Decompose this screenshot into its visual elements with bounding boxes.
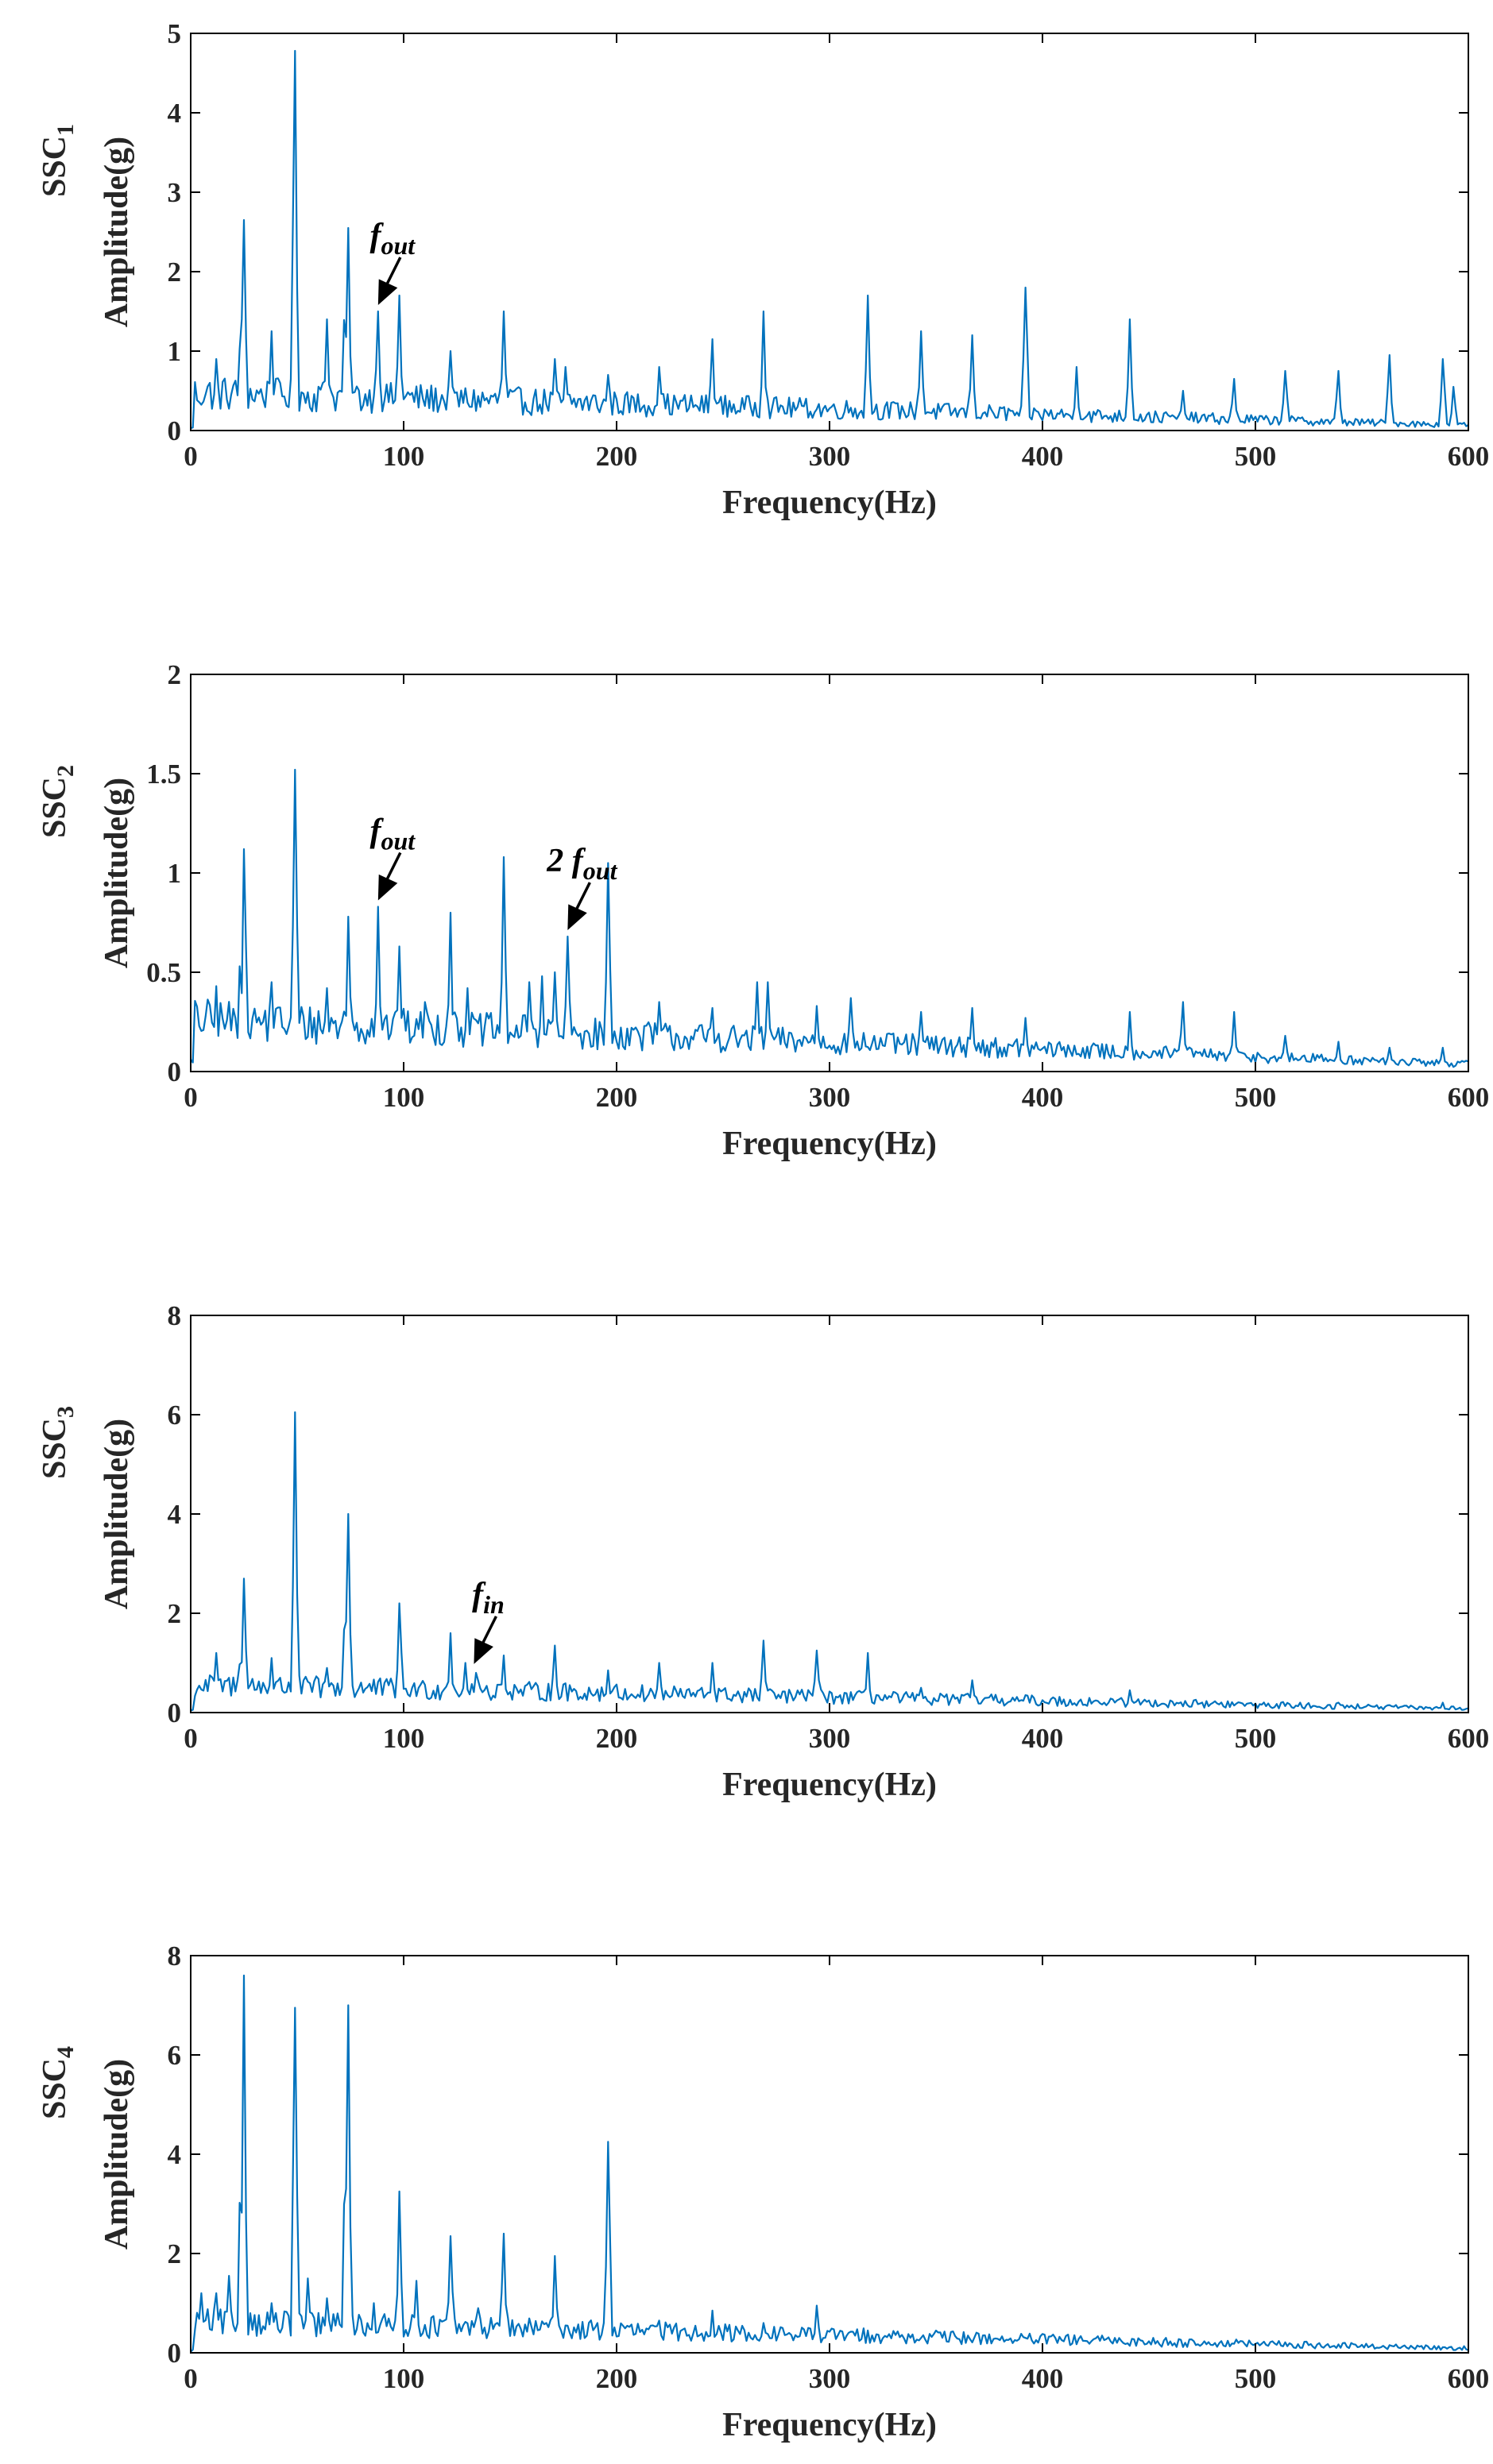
- y-axis-prefix: SSC2: [37, 765, 79, 838]
- x-tick-label: 400: [1022, 1082, 1064, 1113]
- y-axis-label: Amplitude(g): [99, 1419, 135, 1609]
- annotation-arrowhead: [474, 1638, 493, 1664]
- x-axis-label: Frequency(Hz): [722, 2407, 937, 2443]
- y-tick-label: 2: [168, 2238, 182, 2269]
- x-tick-label: 500: [1235, 1723, 1277, 1754]
- x-axis-label: Frequency(Hz): [722, 485, 937, 521]
- x-tick-label: 100: [383, 1723, 425, 1754]
- y-tick-label: 1: [168, 336, 182, 367]
- subplot-1: 0 100 200 300 400 500 600 0 1 2 3 4 5 Frequency(Hz) Am…: [37, 18, 1489, 521]
- x-tick-label: 0: [184, 441, 198, 472]
- x-tick-label: 100: [383, 441, 425, 472]
- y-tick-label: 4: [168, 98, 182, 129]
- subplot-2: 0 100 200 300 400 500 600 0 0.5 1 1.5 2 Frequency(Hz…: [37, 659, 1489, 1162]
- annotation-label: fin: [472, 1577, 505, 1619]
- y-tick-label: 0.5: [146, 957, 181, 988]
- x-tick-label: 100: [383, 2363, 425, 2394]
- x-tick-label: 400: [1022, 1723, 1064, 1754]
- y-tick-label: 2: [168, 257, 182, 288]
- annotation-arrowhead: [377, 874, 398, 901]
- y-tick-label: 3: [168, 177, 182, 208]
- y-tick-label: 0: [168, 1056, 182, 1087]
- series-line: [190, 1974, 1469, 2353]
- x-tick-label: 200: [596, 1082, 638, 1113]
- x-tick-label: 0: [184, 1082, 198, 1113]
- y-axis-prefix: SSC4: [37, 2046, 79, 2119]
- annotation-label: fout: [369, 813, 416, 855]
- x-tick-label: 600: [1448, 1723, 1490, 1754]
- x-tick-label: 300: [809, 2363, 851, 2394]
- annotation-arrowhead: [567, 904, 587, 930]
- series-line: [190, 768, 1469, 1068]
- x-tick-label: 300: [809, 441, 851, 472]
- series-line: [190, 49, 1469, 430]
- y-axis-label: Amplitude(g): [99, 778, 135, 968]
- axes-box: [190, 1315, 1469, 1713]
- x-tick-label: 600: [1448, 1082, 1490, 1113]
- x-tick-label: 500: [1235, 441, 1277, 472]
- y-tick-label: 8: [168, 1300, 182, 1331]
- x-tick-label: 200: [596, 2363, 638, 2394]
- y-tick-label: 1: [168, 858, 182, 889]
- y-tick-label: 1.5: [146, 759, 181, 790]
- y-tick-label: 2: [168, 1598, 182, 1629]
- axes-box: [190, 1955, 1469, 2354]
- y-tick-label: 6: [168, 2040, 182, 2071]
- y-tick-label: 4: [168, 2139, 182, 2170]
- x-tick-label: 400: [1022, 441, 1064, 472]
- x-tick-label: 500: [1235, 1082, 1277, 1113]
- x-tick-label: 200: [596, 1723, 638, 1754]
- subplot-4: 0 100 200 300 400 500 600 0 2 4 6 8 Frequency(Hz) Amp…: [37, 1941, 1489, 2443]
- y-tick-label: 4: [168, 1499, 182, 1530]
- y-tick-label: 0: [168, 415, 182, 446]
- y-axis-label: Amplitude(g): [99, 2059, 135, 2250]
- y-axis-prefix: SSC1: [37, 124, 79, 197]
- x-tick-label: 0: [184, 2363, 198, 2394]
- x-tick-label: 600: [1448, 2363, 1490, 2394]
- series-line: [190, 1411, 1469, 1712]
- x-tick-label: 400: [1022, 2363, 1064, 2394]
- x-tick-label: 500: [1235, 2363, 1277, 2394]
- y-tick-label: 2: [168, 659, 182, 690]
- y-tick-label: 5: [168, 18, 182, 49]
- y-axis-label: Amplitude(g): [99, 137, 135, 327]
- x-tick-label: 100: [383, 1082, 425, 1113]
- y-tick-label: 0: [168, 2338, 182, 2369]
- x-tick-label: 300: [809, 1082, 851, 1113]
- x-axis-label: Frequency(Hz): [722, 1767, 937, 1803]
- x-tick-label: 600: [1448, 441, 1490, 472]
- y-tick-label: 6: [168, 1400, 182, 1431]
- x-tick-label: 300: [809, 1723, 851, 1754]
- y-axis-prefix: SSC3: [37, 1406, 79, 1479]
- annotation-label: fout: [369, 218, 416, 260]
- x-tick-label: 200: [596, 441, 638, 472]
- subplot-3: 0 100 200 300 400 500 600 0 2 4 6 8 Frequency(Hz) Amp…: [37, 1300, 1489, 1803]
- annotation-label: 2 fout: [546, 843, 617, 885]
- y-tick-label: 0: [168, 1697, 182, 1728]
- annotation-arrowhead: [377, 279, 398, 305]
- y-tick-label: 8: [168, 1941, 182, 1972]
- axes-box: [190, 674, 1469, 1072]
- x-axis-label: Frequency(Hz): [722, 1126, 937, 1162]
- x-tick-label: 0: [184, 1723, 198, 1754]
